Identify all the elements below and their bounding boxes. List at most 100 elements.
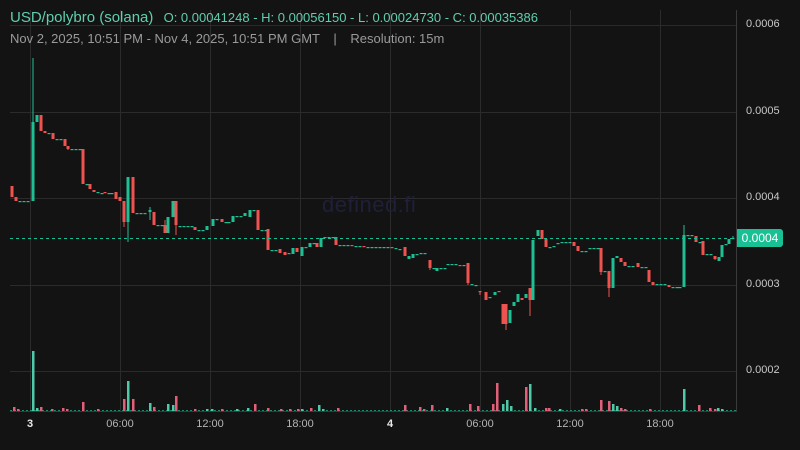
candle-up	[270, 249, 274, 252]
candle-up	[171, 201, 175, 218]
volume-bar	[446, 408, 449, 411]
volume-bar	[254, 404, 257, 411]
candle-down	[428, 259, 432, 268]
volume-bar	[502, 404, 505, 411]
candle-up	[556, 242, 560, 245]
candle-up	[197, 230, 201, 232]
candle-down	[10, 186, 14, 198]
candle-up	[675, 286, 679, 289]
candle-up	[252, 210, 256, 212]
candle-down	[607, 270, 611, 288]
title-row: USD/polybro (solana) O: 0.00041248 - H: …	[10, 8, 538, 28]
candle-up	[398, 249, 402, 251]
candle-down	[88, 184, 92, 190]
candle-up	[378, 247, 382, 249]
candle-down	[283, 251, 287, 255]
candle-up	[35, 115, 39, 123]
candle-up	[394, 247, 398, 250]
candle-up	[724, 244, 728, 246]
date-range: Nov 2, 2025, 10:51 PM - Nov 4, 2025, 10:…	[10, 31, 320, 46]
candle-up	[446, 263, 450, 266]
volume-bar	[548, 408, 551, 411]
candle-down	[315, 242, 319, 248]
candle-down	[118, 197, 122, 202]
candle-up	[584, 250, 588, 253]
candle-down	[701, 240, 705, 255]
candle-up	[211, 219, 215, 227]
price-tick-label: 0.0004	[746, 191, 780, 203]
candle-up	[382, 247, 386, 249]
volume-bar	[127, 381, 130, 411]
volume-bar	[709, 408, 712, 411]
candle-up	[450, 263, 454, 266]
volume-bar	[13, 407, 16, 411]
candle-up	[512, 301, 516, 306]
volume-bar	[506, 400, 509, 411]
volume-bar	[616, 406, 619, 411]
volume-bar	[322, 409, 325, 411]
volume-bar	[97, 409, 100, 411]
volume-bar	[431, 405, 434, 411]
volume-bar	[62, 408, 65, 411]
candle-up	[178, 226, 182, 228]
candle-up	[462, 264, 466, 267]
candle-up	[470, 283, 474, 286]
candle-up	[135, 213, 139, 215]
volume-bar	[297, 409, 300, 411]
candle-up	[59, 139, 63, 141]
volume-bar	[423, 409, 426, 411]
candle-up	[327, 237, 331, 239]
price-tick-label: 0.0006	[746, 18, 780, 30]
candle-down	[51, 133, 55, 140]
time-tick-label: 12:00	[196, 418, 224, 430]
volume-bar	[289, 409, 292, 411]
candle-up	[231, 216, 235, 223]
candle-up	[291, 247, 295, 255]
time-tick-label: 18:00	[646, 418, 674, 430]
candle-up	[260, 230, 264, 232]
volume-bar	[36, 408, 39, 411]
candle-up	[493, 291, 497, 295]
price-tick-label: 0.0005	[746, 105, 780, 117]
volume-bar	[419, 407, 422, 411]
volume-bar	[649, 409, 652, 411]
candle-up	[678, 286, 682, 289]
volume-bar	[496, 383, 499, 411]
candle-up	[215, 219, 219, 221]
candle-up	[564, 242, 568, 244]
time-tick-label: 06:00	[106, 418, 134, 430]
volume-bar	[717, 408, 720, 411]
volume-bar	[559, 409, 562, 411]
candle-up	[548, 247, 552, 249]
candle-up	[474, 284, 478, 287]
volume-bar	[132, 399, 135, 411]
candle-down	[334, 237, 338, 245]
candle-up	[488, 296, 492, 299]
candle-up	[74, 149, 78, 151]
candle-down	[81, 149, 85, 185]
candle-down	[350, 244, 354, 247]
candle-up	[126, 177, 130, 223]
candle-up	[705, 254, 709, 256]
candle-up	[443, 267, 447, 270]
chart-header: USD/polybro (solana) O: 0.00041248 - H: …	[10, 8, 538, 49]
volume-bars	[10, 351, 736, 411]
candle-up	[717, 256, 721, 261]
resolution-label: Resolution: 15m	[350, 31, 445, 46]
candle-up	[370, 247, 374, 249]
candle-up	[55, 139, 59, 141]
candle-up	[415, 254, 419, 256]
candle-down	[295, 247, 299, 252]
candle-up	[655, 283, 659, 286]
candle-down	[403, 247, 407, 256]
candle-up	[227, 222, 231, 224]
volume-bar	[32, 351, 35, 411]
candle-up	[366, 247, 370, 249]
candle-up	[18, 201, 22, 203]
candle-down	[43, 131, 47, 134]
volume-bar	[620, 408, 623, 411]
candle-up	[627, 265, 631, 268]
candle-up	[611, 257, 615, 288]
volume-bar	[624, 409, 627, 411]
